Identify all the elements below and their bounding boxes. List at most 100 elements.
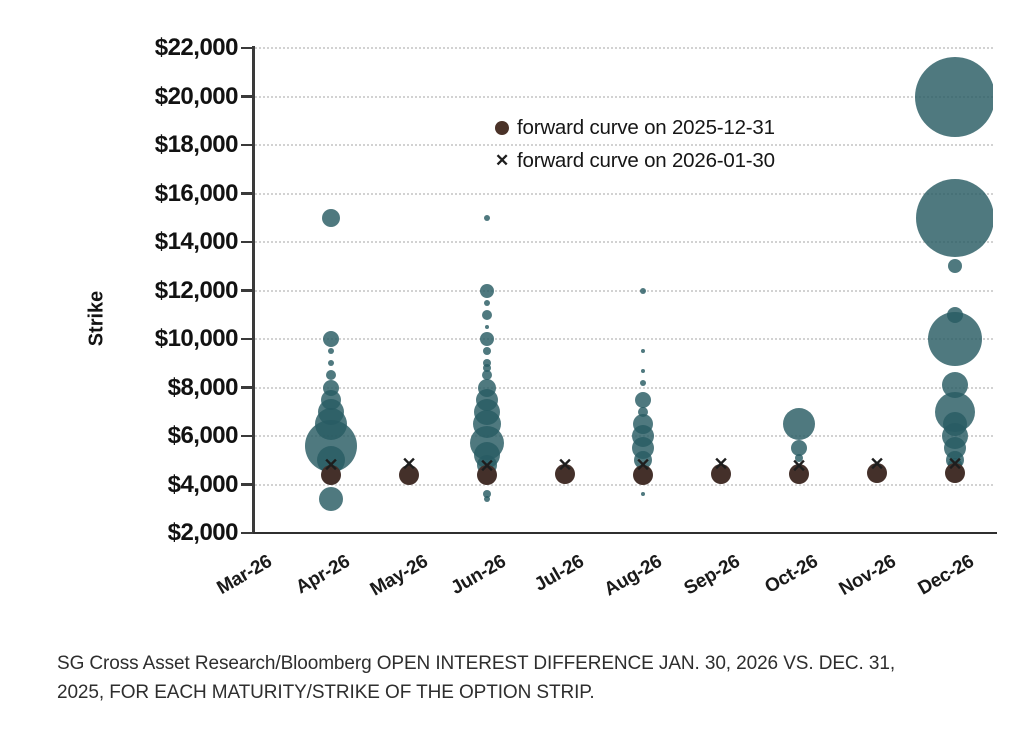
open-interest-bubble [640,379,646,386]
y-tick-label: $2,000 [167,519,239,546]
y-tick-label: $14,000 [154,228,239,255]
open-interest-bubble [915,56,993,137]
forward-curve-x-marker: ✕ [791,455,807,476]
open-interest-bubble [484,299,490,306]
open-interest-bubble [480,283,494,298]
forward-curve-x-marker: ✕ [557,454,573,475]
x-tick-label: Apr-26 [292,551,354,599]
x-tick-label: May-26 [366,551,432,601]
forward-curve-dot [867,463,887,484]
gridline [255,338,993,340]
y-axis-tick [241,531,253,535]
y-axis-tick [241,46,253,50]
open-interest-bubble [791,440,807,457]
y-tick-label: $6,000 [167,422,239,449]
open-interest-bubble [484,214,490,221]
open-interest-bubble [641,492,645,497]
open-interest-bubble [482,309,492,320]
y-tick-label: $20,000 [154,82,239,110]
open-interest-bubble [484,496,490,503]
open-interest-bubble [480,332,494,346]
gridline [255,435,993,437]
gridline [255,144,993,146]
legend-label: forward curve on 2025-12-31 [517,115,775,139]
x-tick-label: Jun-26 [447,551,510,599]
forward-curve-dot [321,464,341,485]
y-axis-line [252,46,255,534]
forward-curve-dot [399,464,419,485]
x-tick-label: Oct-26 [761,551,822,598]
open-interest-bubble [634,451,652,470]
chart-caption: SG Cross Asset Research/Bloomberg OPEN I… [57,649,1007,708]
forward-curve-x-marker: ✕ [947,454,963,475]
caption-line-2: 2025, FOR EACH MATURITY/STRIKE OF THE OP… [57,682,595,704]
forward-curve-dot [477,465,497,486]
open-interest-bubble [483,347,491,356]
x-tick-label: Sep-26 [680,551,744,600]
forward-curve-x-marker: ✕ [479,455,495,476]
bubble-chart: ✕ ✕ ✕ ✕ ✕ ✕ ✕ ✕ ✕ $22,000 $20,000 $18,000 $16,000 $1… [86,0,997,601]
y-axis-tick [241,483,253,486]
y-axis-tick [241,434,253,438]
gridline [255,241,993,243]
y-axis-tick [241,95,253,98]
y-axis-tick [241,192,253,195]
open-interest-bubble [635,391,651,408]
open-interest-bubble [928,312,982,366]
forward-curve-x-marker: ✕ [401,454,417,475]
y-axis-tick [241,240,253,244]
forward-curve-x-marker: ✕ [869,453,885,474]
open-interest-bubble [483,359,491,368]
open-interest-bubble [783,407,815,440]
y-tick-label: $12,000 [154,276,239,304]
forward-curve-x-marker: ✕ [713,453,729,474]
open-interest-bubble [485,324,489,329]
x-tick-label: Jul-26 [530,551,588,596]
open-interest-bubble [948,259,962,274]
gridline [255,95,993,98]
y-axis-tick [241,337,253,341]
y-tick-label: $8,000 [167,373,239,401]
x-marker-icon: ✕ [495,151,510,170]
open-interest-bubble [483,364,491,373]
open-interest-bubble [328,360,334,367]
open-interest-bubble [638,406,648,417]
gridline [255,192,993,195]
forward-curve-dot [555,464,575,485]
gridline [255,386,993,389]
open-interest-bubble [323,331,339,347]
y-tick-label: $18,000 [154,131,239,158]
legend-label: forward curve on 2026-01-30 [517,148,775,172]
forward-dot-icon [495,120,509,135]
forward-curve-dot [789,464,809,485]
forward-curve-dot [711,463,731,484]
legend-item-forward-dec31: forward curve on 2025-12-31 [495,111,775,144]
forward-curve-dot [945,462,965,483]
open-interest-bubble [483,490,491,499]
x-tick-label: Aug-26 [600,551,666,601]
y-tick-label: $10,000 [154,325,239,352]
forward-curve-x-marker: ✕ [635,455,651,476]
open-interest-bubble [640,287,646,294]
gridline [255,47,993,49]
x-axis-line [252,532,997,534]
legend-item-forward-jan30: ✕ forward curve on 2026-01-30 [495,144,775,177]
y-axis-tick [241,386,253,389]
forward-curve-x-marker: ✕ [323,454,339,475]
y-tick-label: $4,000 [167,470,239,498]
y-axis-tick [241,143,253,147]
open-interest-bubble [795,453,803,462]
gridline [255,483,993,486]
open-interest-bubble [326,370,336,381]
open-interest-bubble [641,349,645,354]
open-interest-bubble [641,368,645,373]
x-tick-label: Nov-26 [835,551,900,600]
plot-area: ✕ ✕ ✕ ✕ ✕ ✕ ✕ ✕ ✕ [253,0,993,533]
open-interest-bubble [482,370,492,381]
open-interest-bubble [916,178,993,257]
open-interest-bubble [322,208,340,227]
legend: forward curve on 2025-12-31 ✕ forward cu… [495,111,775,177]
x-tick-label: Dec-26 [914,551,978,600]
caption-line-1: SG Cross Asset Research/Bloomberg OPEN I… [57,653,895,674]
gridline [255,289,993,292]
